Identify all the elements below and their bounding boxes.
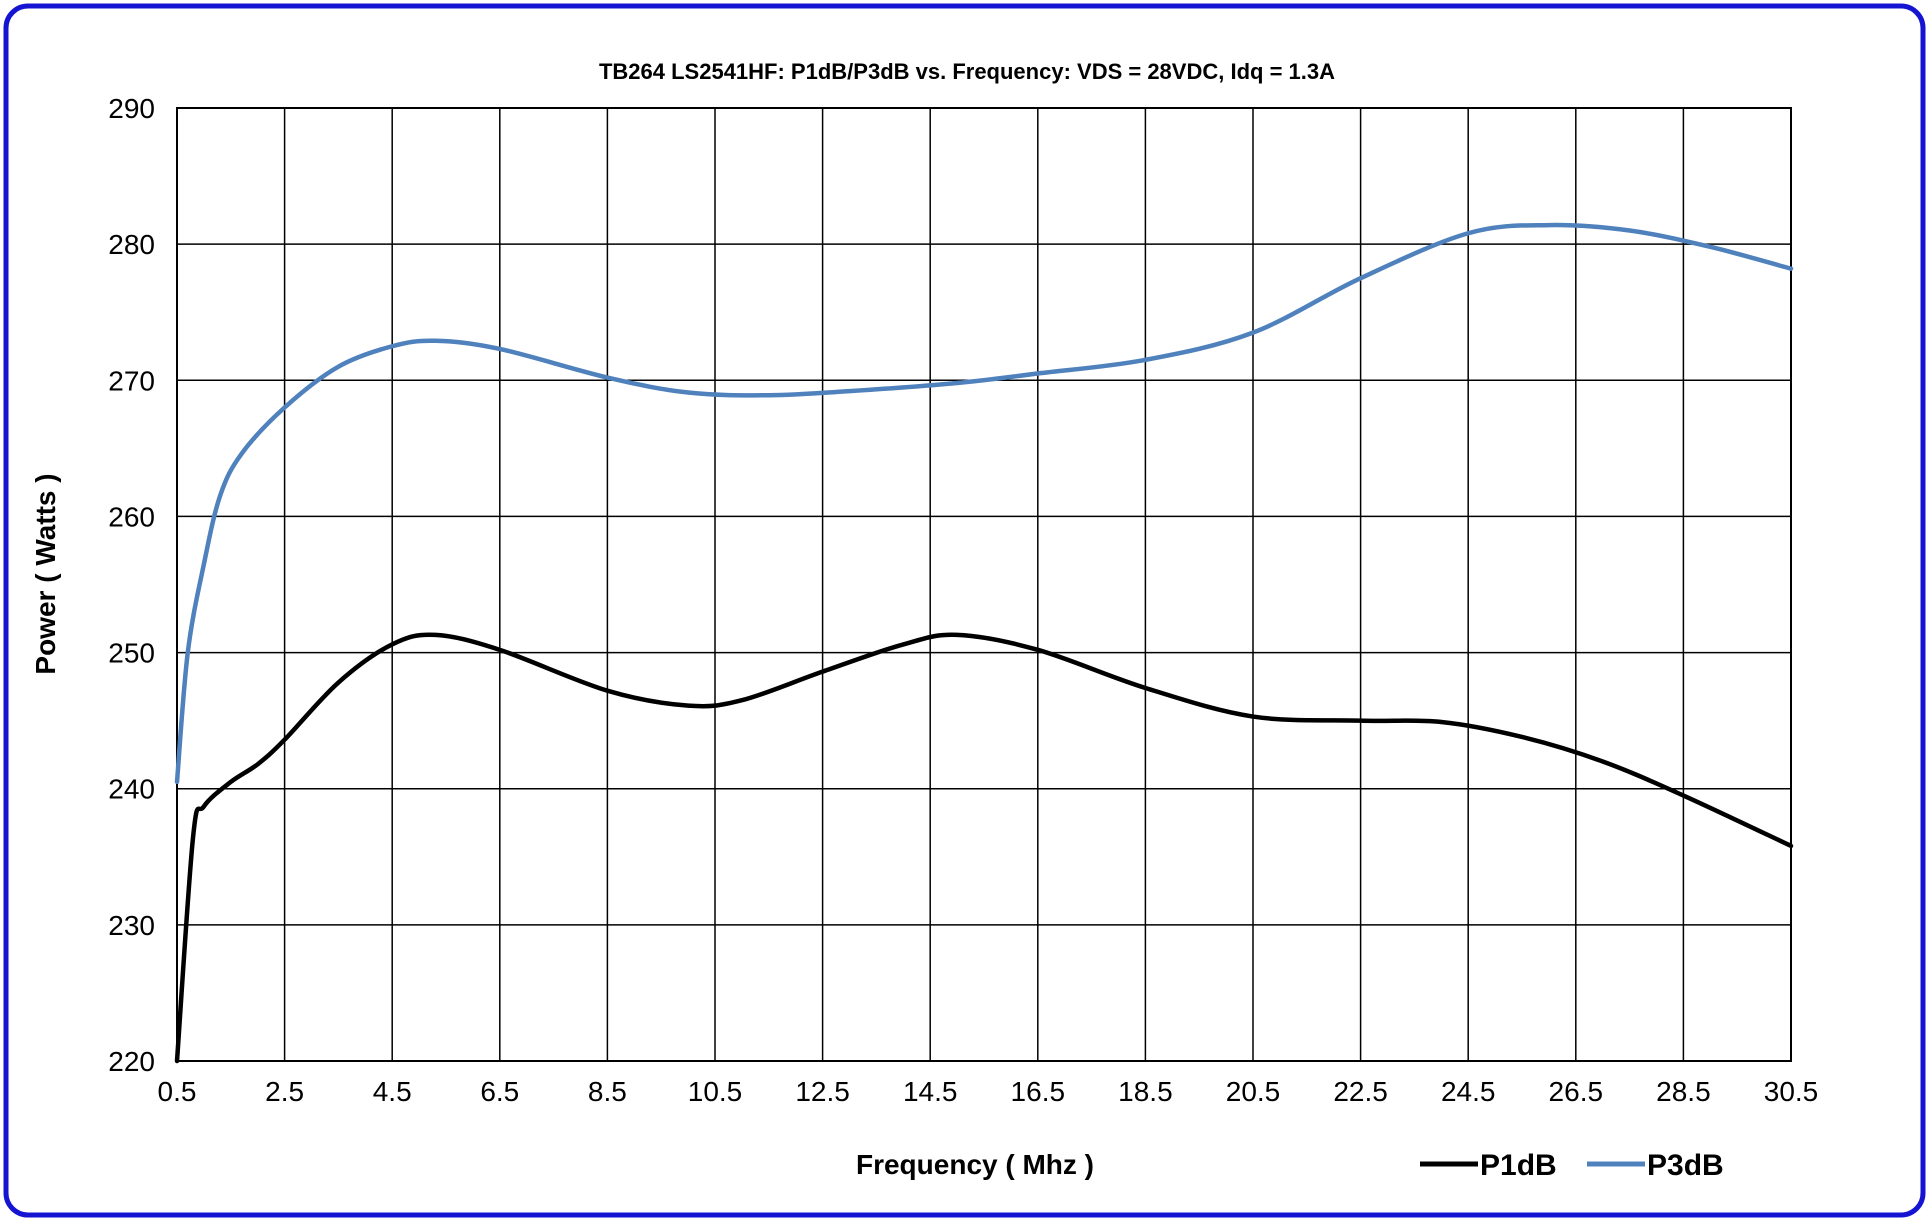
y-tick-label: 280 xyxy=(108,229,155,260)
x-tick-label: 6.5 xyxy=(480,1076,519,1107)
x-tick-label: 22.5 xyxy=(1333,1076,1388,1107)
x-axis-title: Frequency ( Mhz ) xyxy=(856,1149,1094,1180)
y-tick-label: 250 xyxy=(108,638,155,669)
x-tick-label: 8.5 xyxy=(588,1076,627,1107)
chart-title: TB264 LS2541HF: P1dB/P3dB vs. Frequency:… xyxy=(599,59,1335,84)
series-line-p1db xyxy=(174,632,1794,1064)
y-tick-label: 260 xyxy=(108,501,155,532)
series-line-p3db xyxy=(174,222,1794,785)
legend: P1dB P3dB xyxy=(1420,1149,1724,1182)
grid-layer xyxy=(176,107,1792,1062)
legend-label-p1db: P1dB xyxy=(1480,1149,1557,1182)
x-tick-label: 4.5 xyxy=(373,1076,412,1107)
y-tick-label: 290 xyxy=(108,93,155,124)
y-tick-label: 230 xyxy=(108,910,155,941)
plot-area xyxy=(176,107,1792,1062)
x-tick-label: 18.5 xyxy=(1118,1076,1173,1107)
y-tick-label: 220 xyxy=(108,1046,155,1077)
y-axis-title: Power ( Watts ) xyxy=(30,473,61,674)
x-tick-label: 24.5 xyxy=(1441,1076,1496,1107)
x-tick-label: 12.5 xyxy=(795,1076,850,1107)
x-tick-label: 16.5 xyxy=(1011,1076,1066,1107)
tick-layer: 0.5 2.5 4.5 6.5 8.5 10.5 12.5 14.5 16.5 18.5 20.5 2… xyxy=(108,93,1818,1107)
y-tick-label: 240 xyxy=(108,774,155,805)
x-tick-label: 2.5 xyxy=(265,1076,304,1107)
x-tick-label: 30.5 xyxy=(1764,1076,1819,1107)
series-layer xyxy=(174,222,1794,1064)
x-tick-label: 28.5 xyxy=(1656,1076,1711,1107)
legend-label-p3db: P3dB xyxy=(1647,1149,1724,1182)
y-tick-label: 270 xyxy=(108,365,155,396)
x-tick-label: 20.5 xyxy=(1226,1076,1281,1107)
x-tick-label: 0.5 xyxy=(158,1076,197,1107)
x-tick-label: 26.5 xyxy=(1549,1076,1604,1107)
x-tick-label: 10.5 xyxy=(688,1076,743,1107)
x-tick-label: 14.5 xyxy=(903,1076,958,1107)
